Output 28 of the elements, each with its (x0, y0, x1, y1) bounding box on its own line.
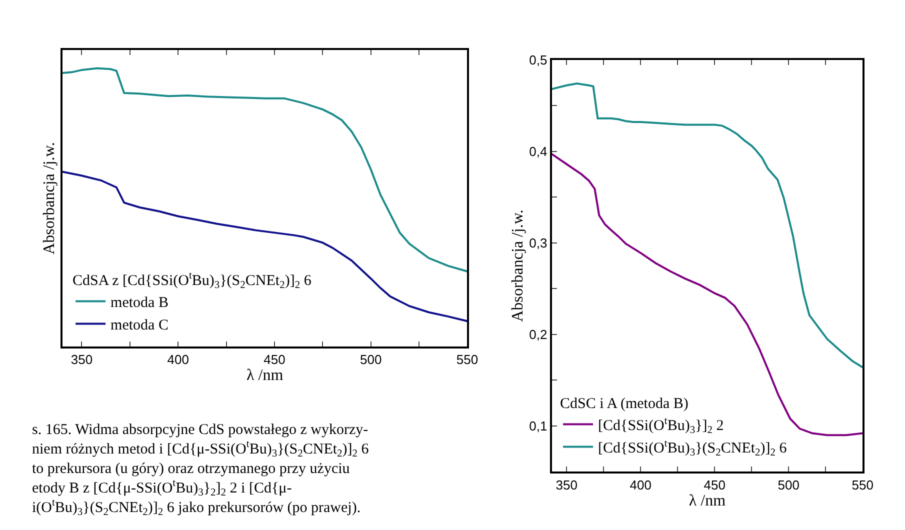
y-tick-label: 0,1 (529, 418, 548, 434)
x-tick-label: 400 (630, 477, 652, 492)
x-tick-label: 500 (778, 477, 800, 492)
x-tick-label: 400 (167, 352, 189, 368)
x-tick-label: 350 (70, 352, 93, 368)
y-axis-title: Absorbancja /j.w. (40, 142, 58, 254)
legend-title: CdSC i A (metoda B) (560, 396, 688, 412)
y-tick-label: 0,5 (529, 52, 548, 68)
y-tick-label: 0,3 (529, 235, 548, 250)
x-tick-label: 350 (556, 477, 578, 492)
legend-label: metoda B (110, 295, 168, 312)
x-axis-title: λ /nm (688, 492, 726, 510)
x-axis-title: λ /nm (246, 367, 284, 384)
x-tick-label: 550 (456, 352, 478, 368)
legend-label: [Cd{SSi(O$^{t}$Bu)$_{3}$}]$_{2}$ 2 (598, 416, 724, 436)
y-tick-label: 0,4 (529, 144, 548, 159)
x-tick-label: 450 (704, 477, 726, 492)
x-tick-label: 550 (852, 477, 874, 492)
y-tick-label: 0,2 (529, 326, 548, 342)
x-tick-label: 500 (360, 352, 382, 368)
x-tick-label: 450 (264, 352, 286, 368)
text: s. 165. Widma absorpcyjne CdS powstałego z wykorzy- niem różnych metod i [Cd{μ-SSi(O$^{t}$Bu)$_{3}$}(S$_{2}$CNEt$_{2}$)]$_{2}$ 6 to prekursora (u góry) oraz otrzymanego przy użyciu etody B z [Cd{μ-SSi(O$^{t}$Bu)$_{3}$}$_{2}$]$_{2}$ 2 i [Cd{μ- i(O$^{t}$Bu)$_{3}$}(S$_{2}$CNEt$_{2}$)]$_{2}$ 6 jako prekursorów (po prawej). (32, 422, 369, 518)
text: [Cd{SSi(O$^{t}$Bu)$_{3}$}(S$_{2}$CNEt$_{2}$)]$_{2}$ 6 (598, 438, 787, 459)
text: CdSA z [Cd{SSi(O$^{t}$Bu)$_{3}$}(S$_{2}$CNEt$_{2}$)]$_{2}$ 6 (72, 270, 312, 292)
legend-label: metoda C (110, 318, 168, 334)
y-axis-title: Absorbancja /j.w. (510, 210, 527, 322)
line-series (552, 153, 863, 436)
line-series (552, 82, 863, 368)
